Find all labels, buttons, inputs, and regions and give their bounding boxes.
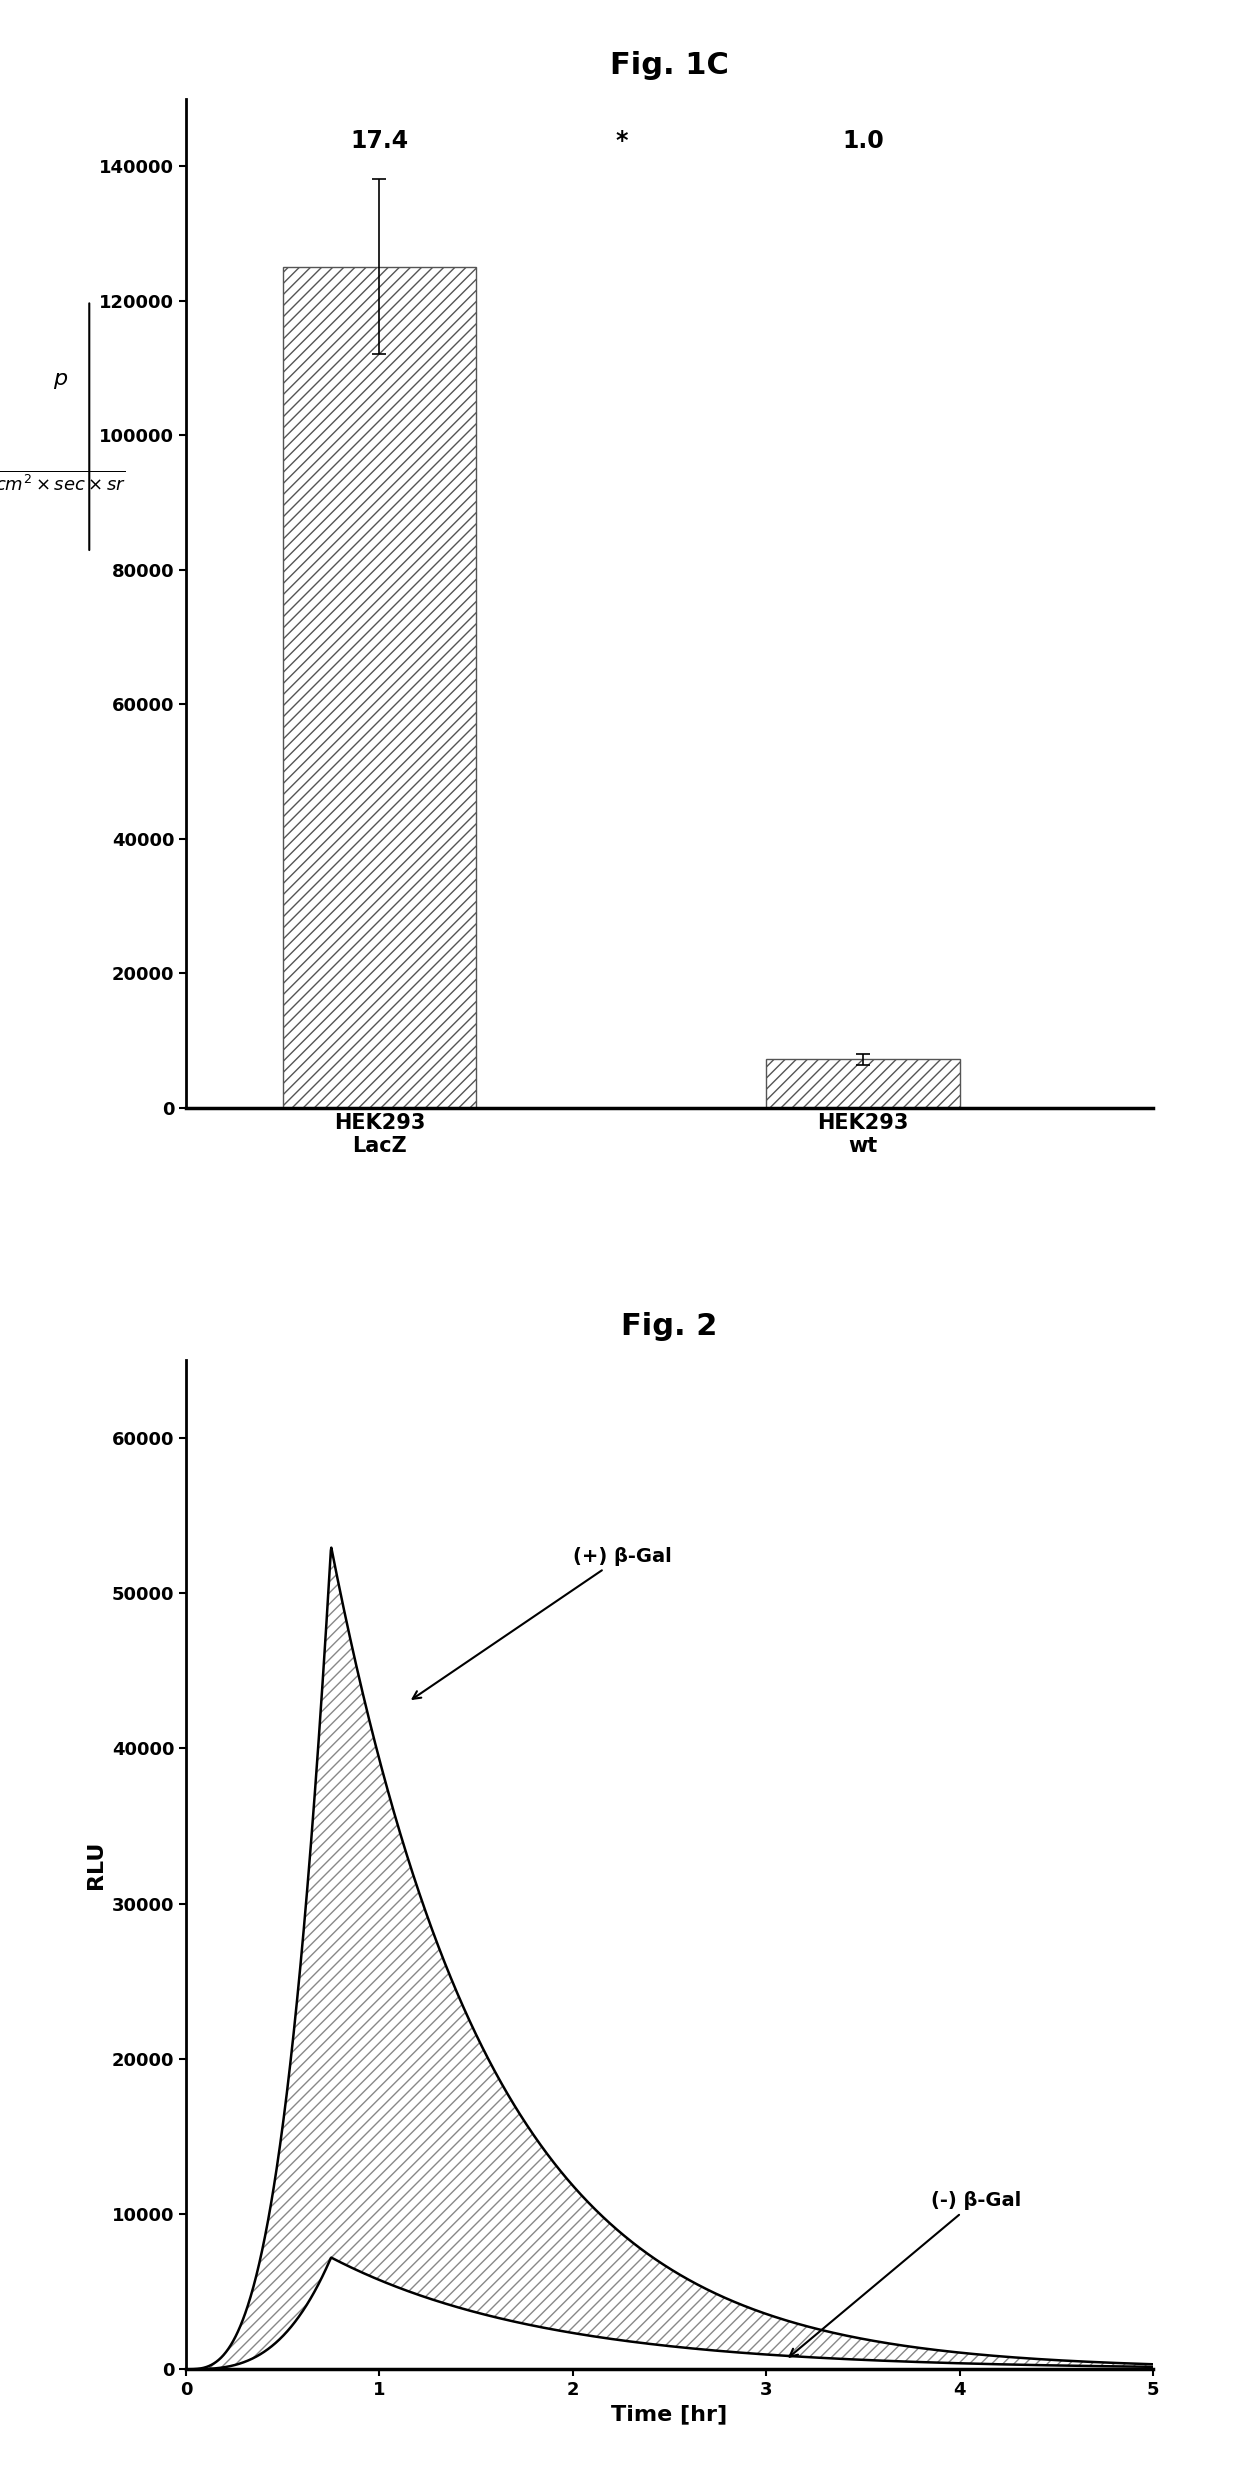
Text: *: *	[615, 128, 627, 153]
Title: Fig. 1C: Fig. 1C	[610, 52, 729, 79]
Y-axis label: RLU: RLU	[86, 1841, 107, 1888]
Text: $p$: $p$	[52, 370, 68, 392]
Text: 17.4: 17.4	[351, 128, 408, 153]
Text: (+) β-Gal: (+) β-Gal	[413, 1547, 672, 1698]
Text: $\overline{cm^2 \times sec \times sr}$: $\overline{cm^2 \times sec \times sr}$	[0, 471, 125, 494]
X-axis label: Time [hr]: Time [hr]	[611, 2404, 728, 2424]
Title: Fig. 2: Fig. 2	[621, 1313, 718, 1340]
Bar	[766, 1059, 960, 1108]
Text: (-) β-Gal: (-) β-Gal	[790, 2192, 1021, 2357]
Bar	[283, 267, 476, 1108]
Text: 1.0: 1.0	[842, 128, 884, 153]
